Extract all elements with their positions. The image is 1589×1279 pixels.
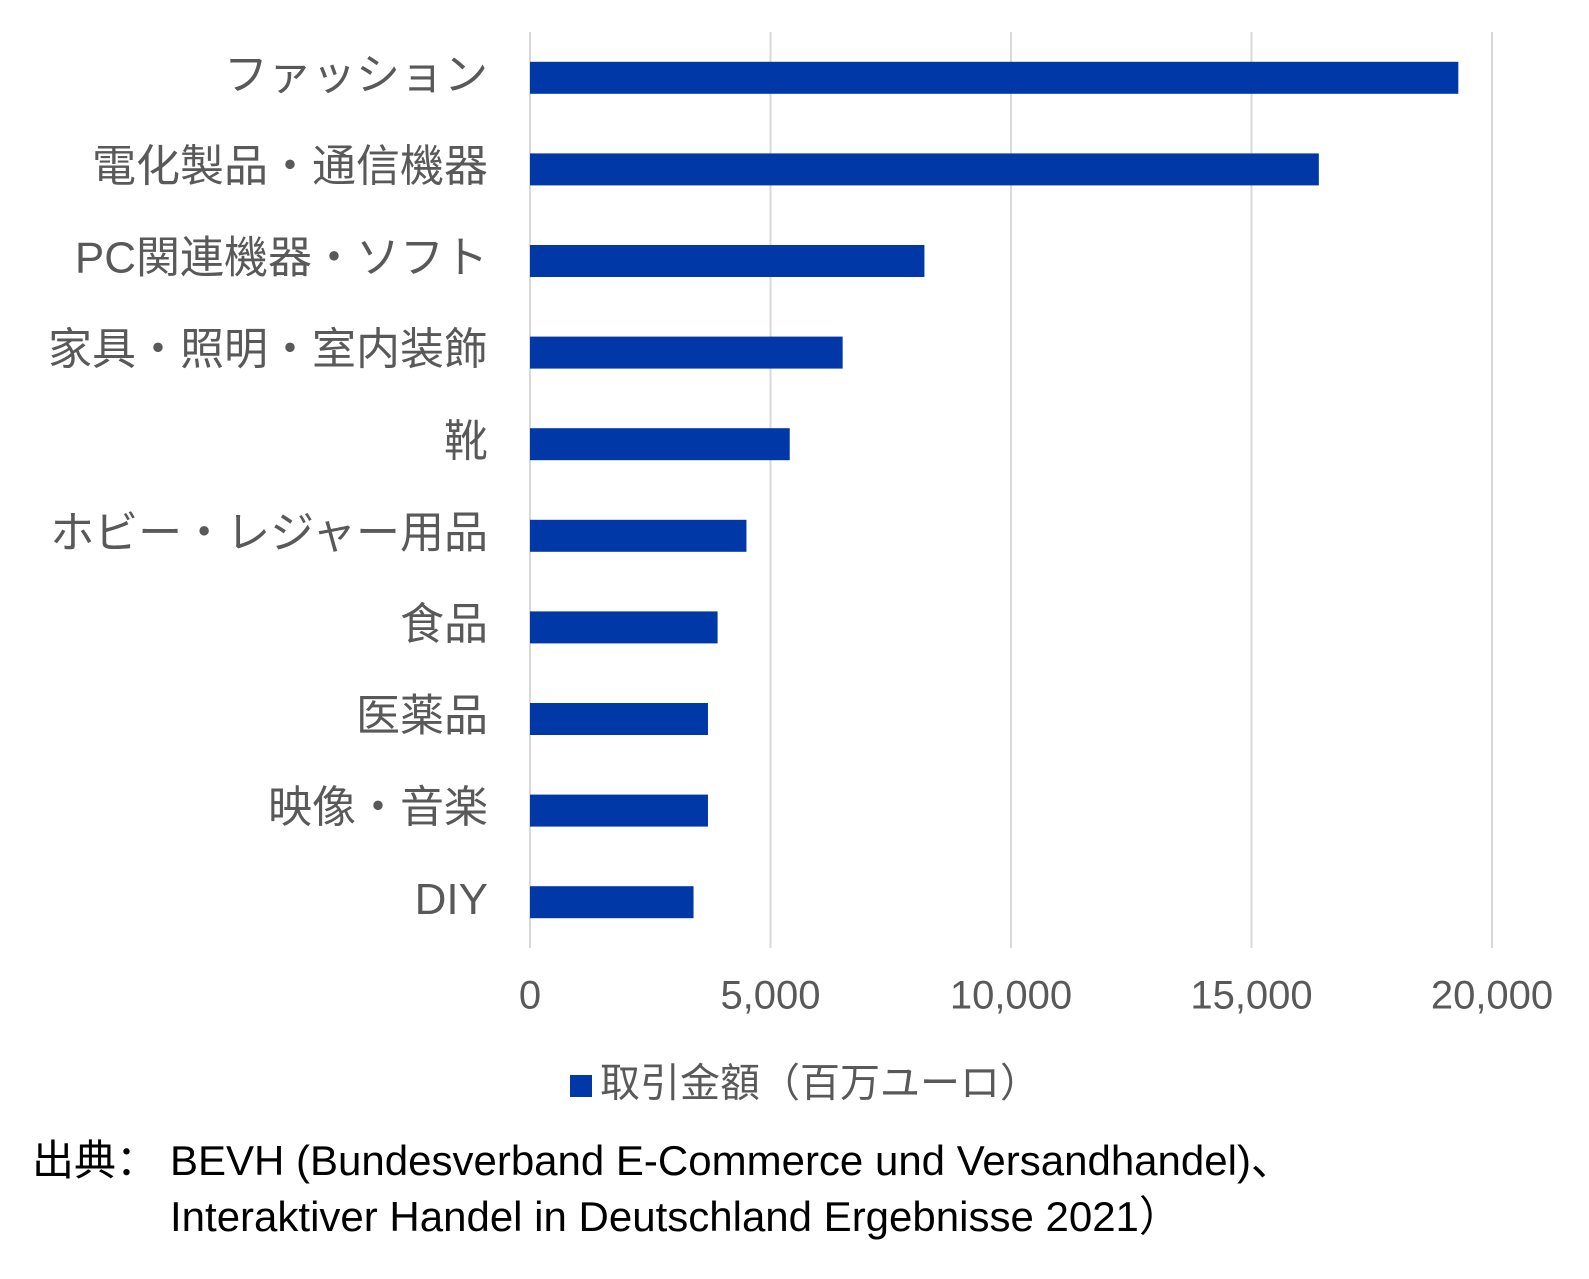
bar <box>530 153 1319 186</box>
legend-label: 取引金額（百万ユーロ） <box>600 1062 1040 1106</box>
y-tick-label: 電化製品・通信機器 <box>92 142 488 191</box>
y-tick-label: 映像・音楽 <box>268 783 488 832</box>
bar <box>530 245 925 277</box>
x-tick-label: 10,000 <box>950 974 1072 1018</box>
bar <box>530 794 708 827</box>
y-tick-label: 家具・照明・室内装飾 <box>48 325 488 374</box>
x-tick-label: 5,000 <box>720 974 820 1018</box>
bar <box>530 336 843 369</box>
legend-swatch <box>570 1075 592 1097</box>
x-tick-label: 0 <box>519 974 541 1018</box>
source-prefix: 出典： <box>32 1137 158 1184</box>
y-tick-label: 医薬品 <box>356 692 488 741</box>
source-line: BEVH (Bundesverband E-Commerce und Versa… <box>170 1137 1293 1184</box>
y-tick-label: DIY <box>415 875 488 924</box>
y-tick-label: PC関連機器・ソフト <box>75 234 488 283</box>
bar <box>530 519 747 552</box>
x-tick-label: 15,000 <box>1190 974 1312 1018</box>
bar <box>530 611 718 644</box>
source-line: Interaktiver Handel in Deutschland Ergeb… <box>170 1193 1181 1240</box>
bar <box>530 703 708 735</box>
y-tick-label: ファッション <box>224 50 488 99</box>
x-tick-label: 20,000 <box>1431 974 1553 1018</box>
bar <box>530 428 790 461</box>
y-tick-label: 食品 <box>400 600 488 649</box>
y-tick-label: ホビー・レジャー用品 <box>50 508 488 557</box>
bar <box>530 61 1459 94</box>
y-tick-label: 靴 <box>444 417 488 466</box>
bar <box>530 886 694 919</box>
